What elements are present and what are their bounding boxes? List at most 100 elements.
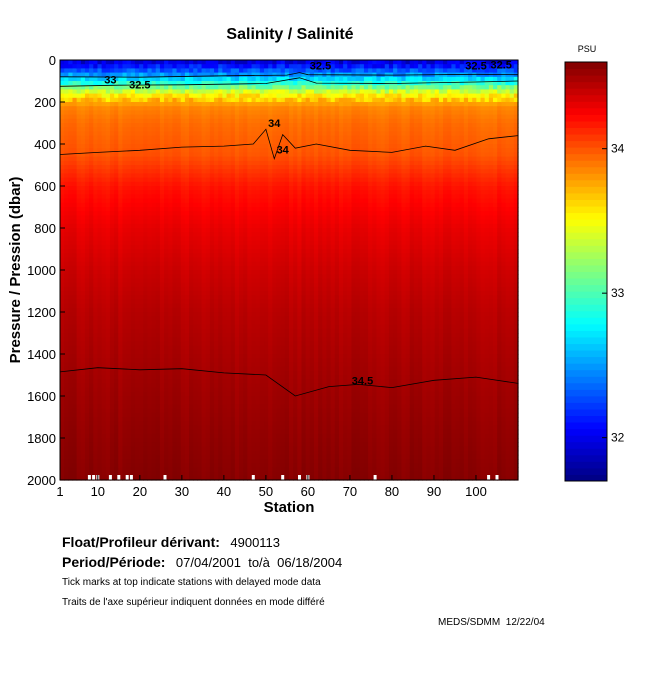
heatmap-cell (218, 320, 223, 326)
heatmap-cell (251, 139, 257, 145)
heatmap-cell (239, 207, 244, 212)
heatmap-cell (193, 312, 198, 317)
heatmap-cell (209, 177, 215, 183)
heatmap-cell (89, 467, 94, 473)
heatmap-cell (60, 249, 65, 254)
heatmap-cell (126, 429, 132, 435)
heatmap-cell (189, 370, 194, 376)
heatmap-cell (139, 181, 144, 187)
heatmap-cell (255, 228, 261, 233)
heatmap-cell (60, 383, 65, 389)
heatmap-cell (118, 396, 124, 401)
heatmap-cell (143, 303, 149, 309)
heatmap-cell (218, 417, 223, 422)
heatmap-cell (114, 328, 119, 334)
heatmap-cell (139, 467, 144, 473)
heatmap-cell (147, 383, 153, 389)
heatmap-cell (264, 291, 269, 296)
heatmap-cell (151, 358, 157, 363)
heatmap-cell (230, 467, 236, 473)
heatmap-cell (218, 278, 223, 284)
heatmap-cell (64, 106, 69, 111)
heatmap-cell (159, 232, 165, 237)
heatmap-cell (159, 102, 165, 107)
heatmap-cell (214, 471, 219, 477)
heatmap-cell (189, 144, 194, 149)
heatmap-cell (234, 324, 240, 330)
heatmap-cell (76, 198, 82, 204)
heatmap-cell (64, 261, 69, 267)
heatmap-cell (205, 450, 211, 456)
heatmap-cell (84, 425, 90, 431)
heatmap-cell (230, 354, 236, 359)
heatmap-cell (60, 396, 65, 401)
heatmap-cell (239, 270, 244, 275)
heatmap-cell (76, 299, 82, 305)
heatmap-cell (147, 85, 153, 90)
heatmap-cell (172, 412, 178, 418)
heatmap-cell (147, 135, 153, 141)
heatmap-cell (193, 202, 198, 208)
heatmap-cell (239, 291, 244, 296)
heatmap-cell (259, 324, 265, 330)
heatmap-cell (134, 421, 140, 426)
heatmap-cell (176, 383, 182, 389)
heatmap-cell (114, 412, 119, 418)
heatmap-cell (201, 169, 207, 174)
heatmap-cell (205, 93, 211, 99)
heatmap-cell (72, 270, 78, 275)
heatmap-cell (205, 299, 211, 305)
heatmap-cell (151, 345, 157, 351)
heatmap-cell (114, 253, 119, 258)
heatmap-cell (139, 207, 144, 212)
heatmap-cell (139, 131, 144, 137)
heatmap-cell (247, 68, 253, 74)
heatmap-cell (239, 85, 244, 90)
heatmap-cell (239, 400, 244, 405)
heatmap-cell (189, 387, 194, 393)
heatmap-cell (239, 333, 244, 338)
heatmap-cell (151, 97, 157, 103)
heatmap-cell (105, 438, 111, 443)
heatmap-cell (105, 324, 111, 330)
heatmap-cell (230, 190, 236, 195)
heatmap-cell (243, 64, 248, 69)
heatmap-cell (218, 194, 223, 200)
heatmap-cell (143, 391, 149, 397)
heatmap-cell (243, 148, 248, 153)
heatmap-cell (222, 412, 228, 418)
heatmap-cell (84, 442, 90, 447)
heatmap-cell (84, 454, 90, 460)
heatmap-cell (193, 379, 198, 384)
heatmap-cell (184, 148, 190, 153)
heatmap-cell (201, 454, 207, 460)
heatmap-cell (72, 375, 78, 380)
heatmap-cell (226, 152, 232, 158)
heatmap-cell (105, 320, 111, 326)
heatmap-cell (76, 303, 82, 309)
heatmap-cell (114, 139, 119, 145)
heatmap-cell (214, 173, 219, 179)
heatmap-cell (226, 106, 232, 111)
heatmap-cell (209, 244, 215, 250)
heatmap-cell (251, 433, 257, 439)
heatmap-cell (126, 425, 132, 431)
heatmap-cell (64, 102, 69, 107)
heatmap-cell (93, 366, 99, 372)
heatmap-cell (76, 211, 82, 216)
heatmap-cell (184, 215, 190, 221)
heatmap-cell (247, 421, 253, 426)
heatmap-cell (214, 379, 219, 384)
heatmap-cell (72, 408, 78, 414)
heatmap-cell (76, 349, 82, 355)
heatmap-cell (60, 349, 65, 355)
heatmap-cell (84, 421, 90, 426)
heatmap-cell (264, 169, 269, 174)
heatmap-cell (259, 404, 265, 410)
heatmap-cell (259, 114, 265, 120)
heatmap-cell (243, 249, 248, 254)
heatmap-cell (147, 454, 153, 460)
heatmap-cell (247, 320, 253, 326)
heatmap-cell (118, 265, 124, 271)
heatmap-cell (105, 261, 111, 267)
